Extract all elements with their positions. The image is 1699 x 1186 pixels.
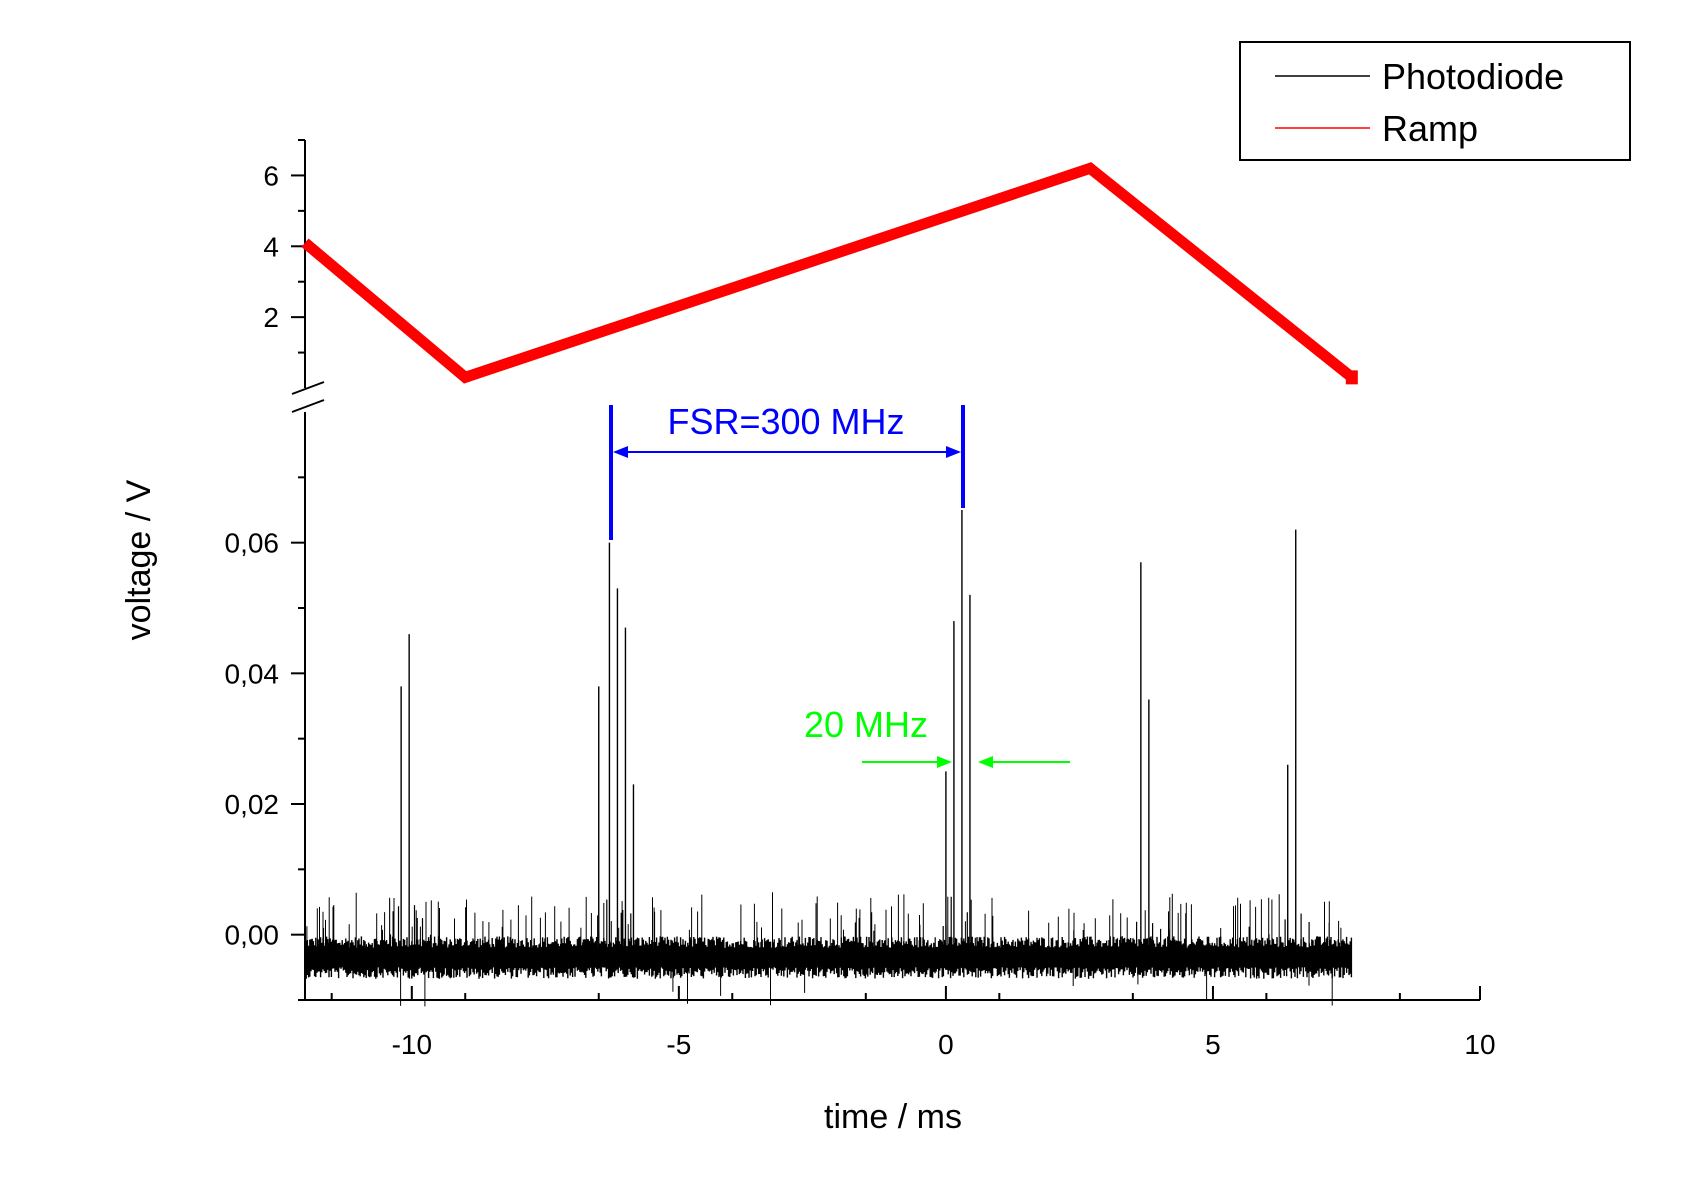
x-tick-label-0: -10 [392, 1029, 432, 1060]
upper-y-tick-label-1: 4 [263, 231, 279, 262]
lower-y-tick-label-2: 0,04 [225, 658, 280, 689]
photodiode-noise [304, 936, 1353, 979]
axes [291, 140, 1480, 1001]
fsr-arrowhead-right [946, 446, 961, 458]
x-tick-label-2: 0 [938, 1029, 954, 1060]
upper-y-tick-label-0: 2 [263, 302, 279, 333]
linewidth-arrowhead-left [937, 756, 952, 768]
series-ramp [301, 162, 1358, 385]
photodiode-small-spikes [306, 892, 1342, 1007]
axis-break-mark-1 [291, 381, 325, 395]
y-axis-title: voltage / V [120, 479, 158, 640]
ramp-line [301, 162, 1356, 384]
x-tick-label-3: 5 [1205, 1029, 1221, 1060]
ticks: -10 -5 0 5 10 2 4 6 0,00 0,02 0,04 0,06 [225, 139, 1496, 1060]
x-axis-title: time / ms [824, 1098, 962, 1136]
legend-label-ramp: Ramp [1382, 108, 1478, 149]
annotation-fsr: FSR=300 MHz [609, 401, 965, 540]
legend-label-photodiode: Photodiode [1382, 56, 1564, 97]
axis-break-mark-2 [291, 399, 325, 413]
x-tick-label-4: 10 [1464, 1029, 1495, 1060]
annotation-fsr-label: FSR=300 MHz [667, 401, 904, 442]
series-photodiode [304, 510, 1353, 1007]
ramp-end-marker [1345, 370, 1358, 385]
annotation-linewidth: 20 MHz [804, 704, 1070, 768]
lower-y-tick-label-3: 0,06 [225, 528, 280, 559]
lower-y-tick-label-0: 0,00 [225, 920, 280, 951]
annotation-linewidth-label: 20 MHz [804, 704, 928, 745]
lower-y-tick-label-1: 0,02 [225, 789, 280, 820]
legend: Photodiode Ramp [1239, 41, 1631, 161]
linewidth-arrowhead-right [978, 756, 993, 768]
photodiode-side-modes [357, 896, 1342, 958]
legend-box [1239, 41, 1631, 161]
fsr-arrowhead-left [613, 446, 628, 458]
x-tick-label-1: -5 [666, 1029, 691, 1060]
upper-y-tick-label-2: 6 [263, 160, 279, 191]
